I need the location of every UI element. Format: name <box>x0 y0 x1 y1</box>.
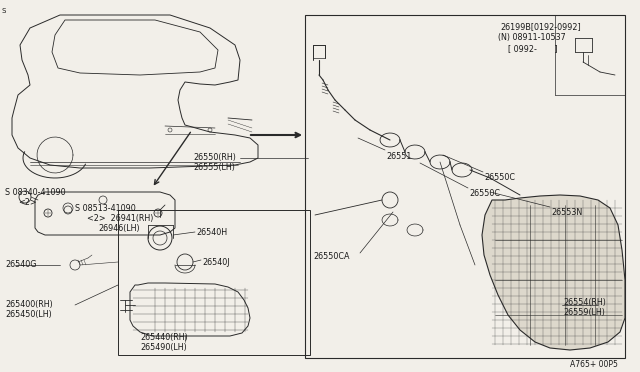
Text: 26555(LH): 26555(LH) <box>193 163 235 172</box>
Text: <2>: <2> <box>18 198 36 207</box>
Text: 26540J: 26540J <box>202 258 230 267</box>
Text: <2>  26941(RH): <2> 26941(RH) <box>87 214 154 223</box>
Text: S: S <box>2 8 6 14</box>
Bar <box>118 210 310 355</box>
Polygon shape <box>482 195 625 350</box>
Text: 26550CA: 26550CA <box>313 252 349 261</box>
Text: 265490(LH): 265490(LH) <box>140 343 187 352</box>
Text: 26199B[0192-0992]: 26199B[0192-0992] <box>500 22 580 31</box>
Text: A765+ 00P5: A765+ 00P5 <box>570 360 618 369</box>
Text: S 08513-41090: S 08513-41090 <box>75 204 136 213</box>
Text: 265450(LH): 265450(LH) <box>5 310 52 319</box>
Text: 26554(RH): 26554(RH) <box>563 298 606 307</box>
Text: 26559(LH): 26559(LH) <box>563 308 605 317</box>
Text: 265400(RH): 265400(RH) <box>5 300 52 309</box>
Text: 26551: 26551 <box>386 152 412 161</box>
Text: 26550(RH): 26550(RH) <box>193 153 236 162</box>
Text: 26540H: 26540H <box>196 228 227 237</box>
Text: [ 0992-       ]: [ 0992- ] <box>508 44 557 53</box>
Text: 26550C: 26550C <box>484 173 515 182</box>
Text: 26540G: 26540G <box>5 260 36 269</box>
Text: (N) 08911-10537: (N) 08911-10537 <box>498 33 566 42</box>
Text: S 08340-41090: S 08340-41090 <box>5 188 66 197</box>
Bar <box>305 15 625 358</box>
Text: 26553N: 26553N <box>551 208 582 217</box>
Text: 265440(RH): 265440(RH) <box>140 333 188 342</box>
Text: 26946(LH): 26946(LH) <box>98 224 140 233</box>
Text: 26550C: 26550C <box>469 189 500 198</box>
